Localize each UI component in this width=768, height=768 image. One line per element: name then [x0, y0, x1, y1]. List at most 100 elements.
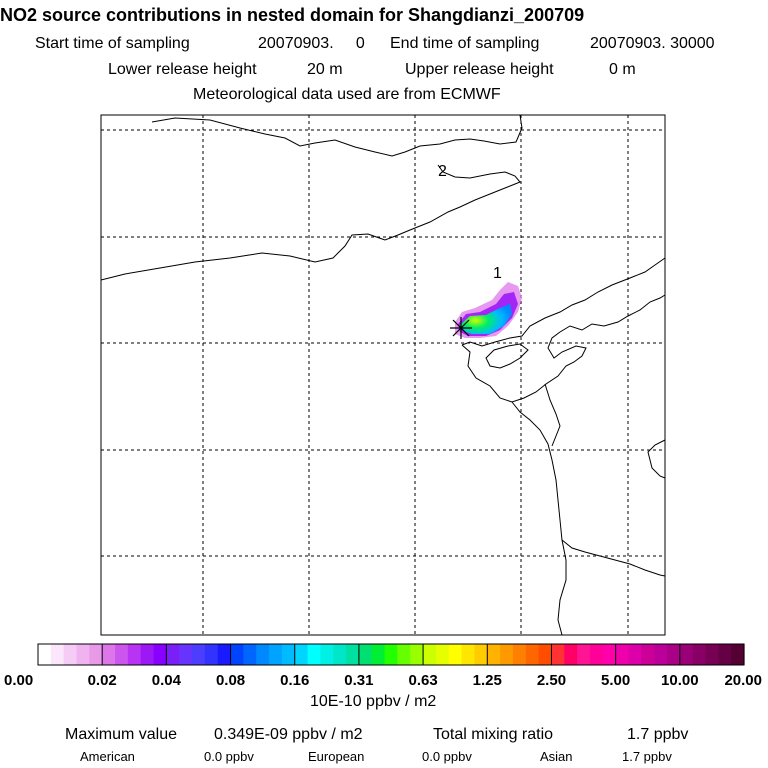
upper-height-value: 0 m: [609, 61, 636, 78]
colorbar-swatch: [50, 644, 65, 665]
colorbar-swatch: [371, 644, 386, 665]
colorbar-tick-label: 0.16: [280, 672, 309, 689]
colorbar-swatch: [115, 644, 129, 665]
colorbar-swatch: [564, 644, 578, 665]
colorbar-tick-label: 0.02: [88, 672, 117, 689]
colorbar-swatch: [358, 644, 373, 665]
colorbar-swatch: [153, 644, 167, 665]
end-time-value: 20070903. 30000: [590, 35, 715, 52]
colorbar-swatch: [102, 644, 116, 665]
colorbar-swatch: [628, 644, 642, 665]
concentration-plume: [455, 282, 522, 338]
map-grid: [101, 115, 665, 635]
colorbar-swatch: [705, 644, 719, 665]
colorbar-swatch: [487, 644, 501, 665]
colorbar-swatch: [410, 644, 424, 665]
station-marker: [450, 317, 472, 339]
colorbar-swatches: [37, 643, 745, 666]
colorbar-swatch: [294, 644, 309, 665]
colorbar-tick-label: 20.00: [724, 672, 762, 689]
colorbar-swatch: [641, 644, 655, 665]
region-american-value: 0.0 ppbv: [204, 749, 254, 764]
colorbar-swatch: [500, 644, 514, 665]
colorbar-swatch: [448, 644, 463, 665]
colorbar-tick-label: 5.00: [601, 672, 630, 689]
start-time-label: Start time of sampling: [35, 35, 190, 52]
coastlines-borders: [100, 114, 666, 636]
colorbar-swatch: [397, 644, 411, 665]
colorbar-swatch: [615, 644, 630, 665]
max-value: 0.349E-09 ppbv / m2: [214, 726, 363, 743]
colorbar-swatch: [89, 644, 103, 665]
colorbar-swatch: [525, 644, 540, 665]
colorbar-swatch: [551, 644, 565, 665]
colorbar-swatch: [423, 644, 437, 665]
colorbar-swatch: [76, 644, 90, 665]
colorbar-swatch: [384, 644, 399, 665]
colorbar-swatch: [602, 644, 617, 665]
colorbar-swatch: [461, 644, 476, 665]
region-european-name: European: [308, 749, 365, 764]
colorbar-tick-label: 0.31: [344, 672, 373, 689]
colorbar-swatch: [577, 644, 591, 665]
region-asian-name: Asian: [540, 749, 573, 764]
total-mixing-value: 1.7 ppbv: [627, 726, 689, 743]
map-frame: [100, 114, 666, 636]
region-european-value: 0.0 ppbv: [422, 749, 472, 764]
colorbar-swatch: [192, 644, 206, 665]
colorbar-swatch: [140, 644, 155, 665]
colorbar-swatch: [230, 644, 244, 665]
lower-height-label: Lower release height: [108, 61, 257, 78]
colorbar-swatch: [269, 644, 283, 665]
colorbar-tick-label: 10.00: [661, 672, 699, 689]
colorbar-swatch: [346, 644, 360, 665]
colorbar-swatch: [718, 644, 732, 665]
colorbar-ticks: [37, 644, 745, 665]
colorbar-swatch: [666, 644, 681, 665]
colorbar-swatch: [512, 644, 527, 665]
colorbar-swatch: [692, 644, 707, 665]
colorbar-swatch: [731, 644, 745, 665]
colorbar-swatch: [63, 644, 78, 665]
colorbar-swatch: [320, 644, 334, 665]
colorbar-swatch: [281, 644, 296, 665]
colorbar-tick-label: 0.00: [4, 672, 33, 689]
colorbar-swatch: [333, 644, 347, 665]
colorbar-unit: 10E-10 ppbv / m2: [310, 693, 437, 710]
colorbar-swatch: [217, 644, 232, 665]
colorbar-swatch: [166, 644, 180, 665]
map-label-1: 1: [493, 265, 502, 282]
colorbar-swatch: [179, 644, 193, 665]
colorbar-swatch: [654, 644, 668, 665]
end-time-label: End time of sampling: [390, 35, 540, 52]
map-label-2: 2: [438, 163, 447, 180]
colorbar-tick-labels: 0.00 0.02 0.04 0.08 0.16 0.31 0.63 1.25 2.50 5.00…: [4, 672, 762, 689]
met-data-note: Meteorological data used are from ECMWF: [193, 86, 501, 103]
colorbar-swatch: [679, 644, 694, 665]
colorbar-swatch: [474, 644, 488, 665]
colorbar-swatch: [127, 644, 142, 665]
lower-height-value: 20 m: [307, 61, 343, 78]
colorbar-swatch: [204, 644, 219, 665]
colorbar-swatch: [307, 644, 321, 665]
colorbar-swatch: [256, 644, 270, 665]
start-time-value: 20070903. 0: [258, 35, 365, 52]
colorbar-swatch: [435, 644, 450, 665]
colorbar-swatch: [538, 644, 553, 665]
colorbar-tick-label: 1.25: [473, 672, 502, 689]
colorbar-tick-label: 0.63: [408, 672, 437, 689]
colorbar-tick-label: 0.08: [216, 672, 245, 689]
upper-height-label: Upper release height: [405, 61, 554, 78]
colorbar-swatch: [38, 644, 52, 665]
colorbar-tick-label: 2.50: [537, 672, 566, 689]
chart-title: NO2 source contributions in nested domai…: [0, 5, 585, 25]
region-american-name: American: [80, 749, 135, 764]
colorbar-swatch: [243, 644, 257, 665]
region-asian-value: 1.7 ppbv: [622, 749, 672, 764]
colorbar-tick-label: 0.04: [152, 672, 182, 689]
max-value-label: Maximum value: [65, 726, 178, 743]
colorbar-swatch: [589, 644, 604, 665]
total-mixing-label: Total mixing ratio: [433, 726, 554, 743]
